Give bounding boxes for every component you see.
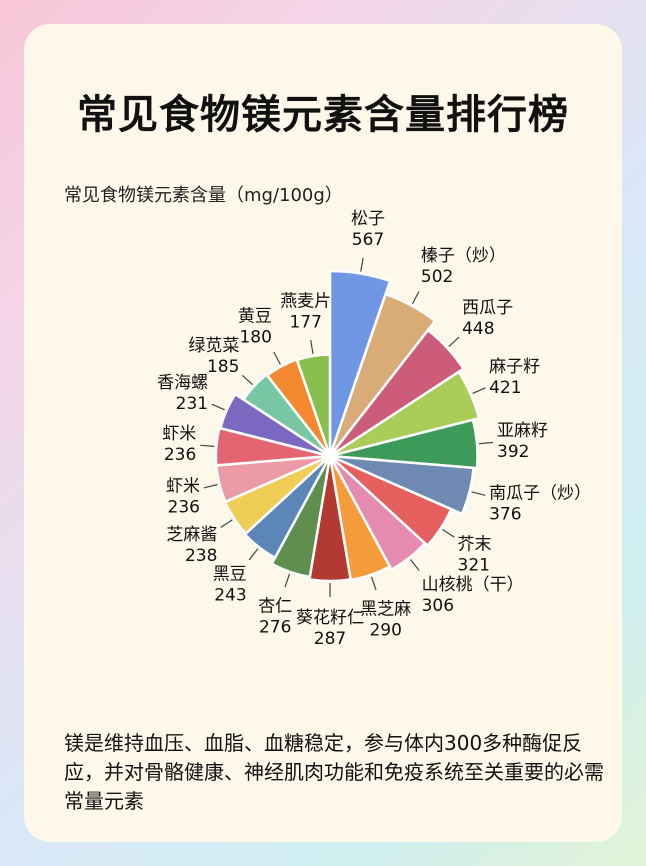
pie-slice [307, 455, 353, 583]
leader-line [448, 336, 460, 348]
slice-value-label: 276 [259, 618, 291, 638]
pie-slice [295, 353, 332, 457]
slice-value-label: 321 [458, 556, 490, 576]
slice-label: 榛子（炒） [421, 246, 506, 266]
slice-label: 葵花籽仁 [296, 608, 364, 628]
leader-line [442, 528, 455, 538]
slice-value-label: 567 [352, 230, 384, 250]
leader-line [370, 576, 377, 591]
leader-line [203, 483, 218, 489]
pie-slice [269, 455, 332, 579]
leader-line [478, 441, 494, 445]
slice-label: 黑芝麻 [360, 599, 411, 619]
slice-label: 黑豆 [213, 565, 247, 585]
slice-value-label: 392 [497, 442, 529, 462]
slice-label: 绿苋菜 [188, 336, 239, 356]
leader-line [241, 374, 254, 386]
pie-slice [329, 370, 481, 458]
leader-line [310, 340, 314, 354]
slice-value-label: 287 [314, 629, 346, 649]
leader-line [471, 491, 486, 496]
slice-label: 黄豆 [238, 307, 272, 327]
slice-label: 杏仁 [258, 597, 292, 617]
leader-line [200, 444, 215, 447]
leader-line [284, 573, 291, 588]
pie-slice [328, 292, 437, 457]
pie-slice [329, 328, 466, 458]
slice-label: 虾米 [166, 476, 200, 496]
slice-label: 松子 [351, 209, 385, 229]
leader-line [273, 351, 281, 365]
slice-value-label: 306 [422, 596, 454, 616]
slice-value-label: 180 [239, 328, 271, 348]
leader-line [220, 519, 233, 528]
leader-line [411, 291, 420, 305]
slice-label: 南瓜子（炒） [489, 484, 591, 504]
pie-slice [328, 455, 427, 572]
slice-label: 芝麻酱 [166, 525, 217, 545]
pie-slice [218, 392, 331, 458]
chart-title: 常见食物镁元素含量（mg/100g） [64, 185, 343, 206]
slice-label: 麻子籽 [489, 357, 540, 377]
slice-value-label: 236 [168, 497, 200, 517]
pie-slice [329, 418, 479, 470]
slice-value-label: 177 [289, 313, 321, 333]
leader-line [360, 257, 364, 272]
leader-line [211, 403, 225, 411]
slice-label: 亚麻籽 [497, 421, 548, 441]
slice-value-label: 236 [164, 445, 196, 465]
page-title: 常见食物镁元素含量排行榜 [77, 92, 569, 138]
slice-value-label: 185 [207, 357, 239, 377]
slice-label: 西瓜子 [462, 298, 513, 318]
slice-label: 燕麦片 [280, 292, 331, 312]
slice-value-label: 376 [489, 505, 521, 525]
slice-value-label: 238 [185, 546, 217, 566]
slice-label: 山核桃（干） [422, 575, 524, 595]
slice-value-label: 448 [462, 319, 494, 339]
slice-value-label: 243 [214, 586, 246, 606]
slice-label: 香海螺 [157, 373, 208, 393]
slice-value-label: 290 [369, 620, 401, 640]
leader-line [472, 387, 486, 394]
slice-value-label: 231 [176, 394, 208, 414]
slice-value-label: 421 [489, 378, 521, 398]
leader-line [410, 559, 420, 571]
slice-value-label: 502 [421, 267, 453, 287]
pie-slice [329, 454, 453, 548]
leader-line [248, 548, 259, 561]
slice-label: 虾米 [162, 424, 196, 444]
description-text: 镁是维持血压、血脂、血糖稳定，参与体内300多种酶促反应，并对骨骼健康、神经肌肉… [64, 731, 604, 813]
slice-label: 芥末 [458, 535, 492, 555]
